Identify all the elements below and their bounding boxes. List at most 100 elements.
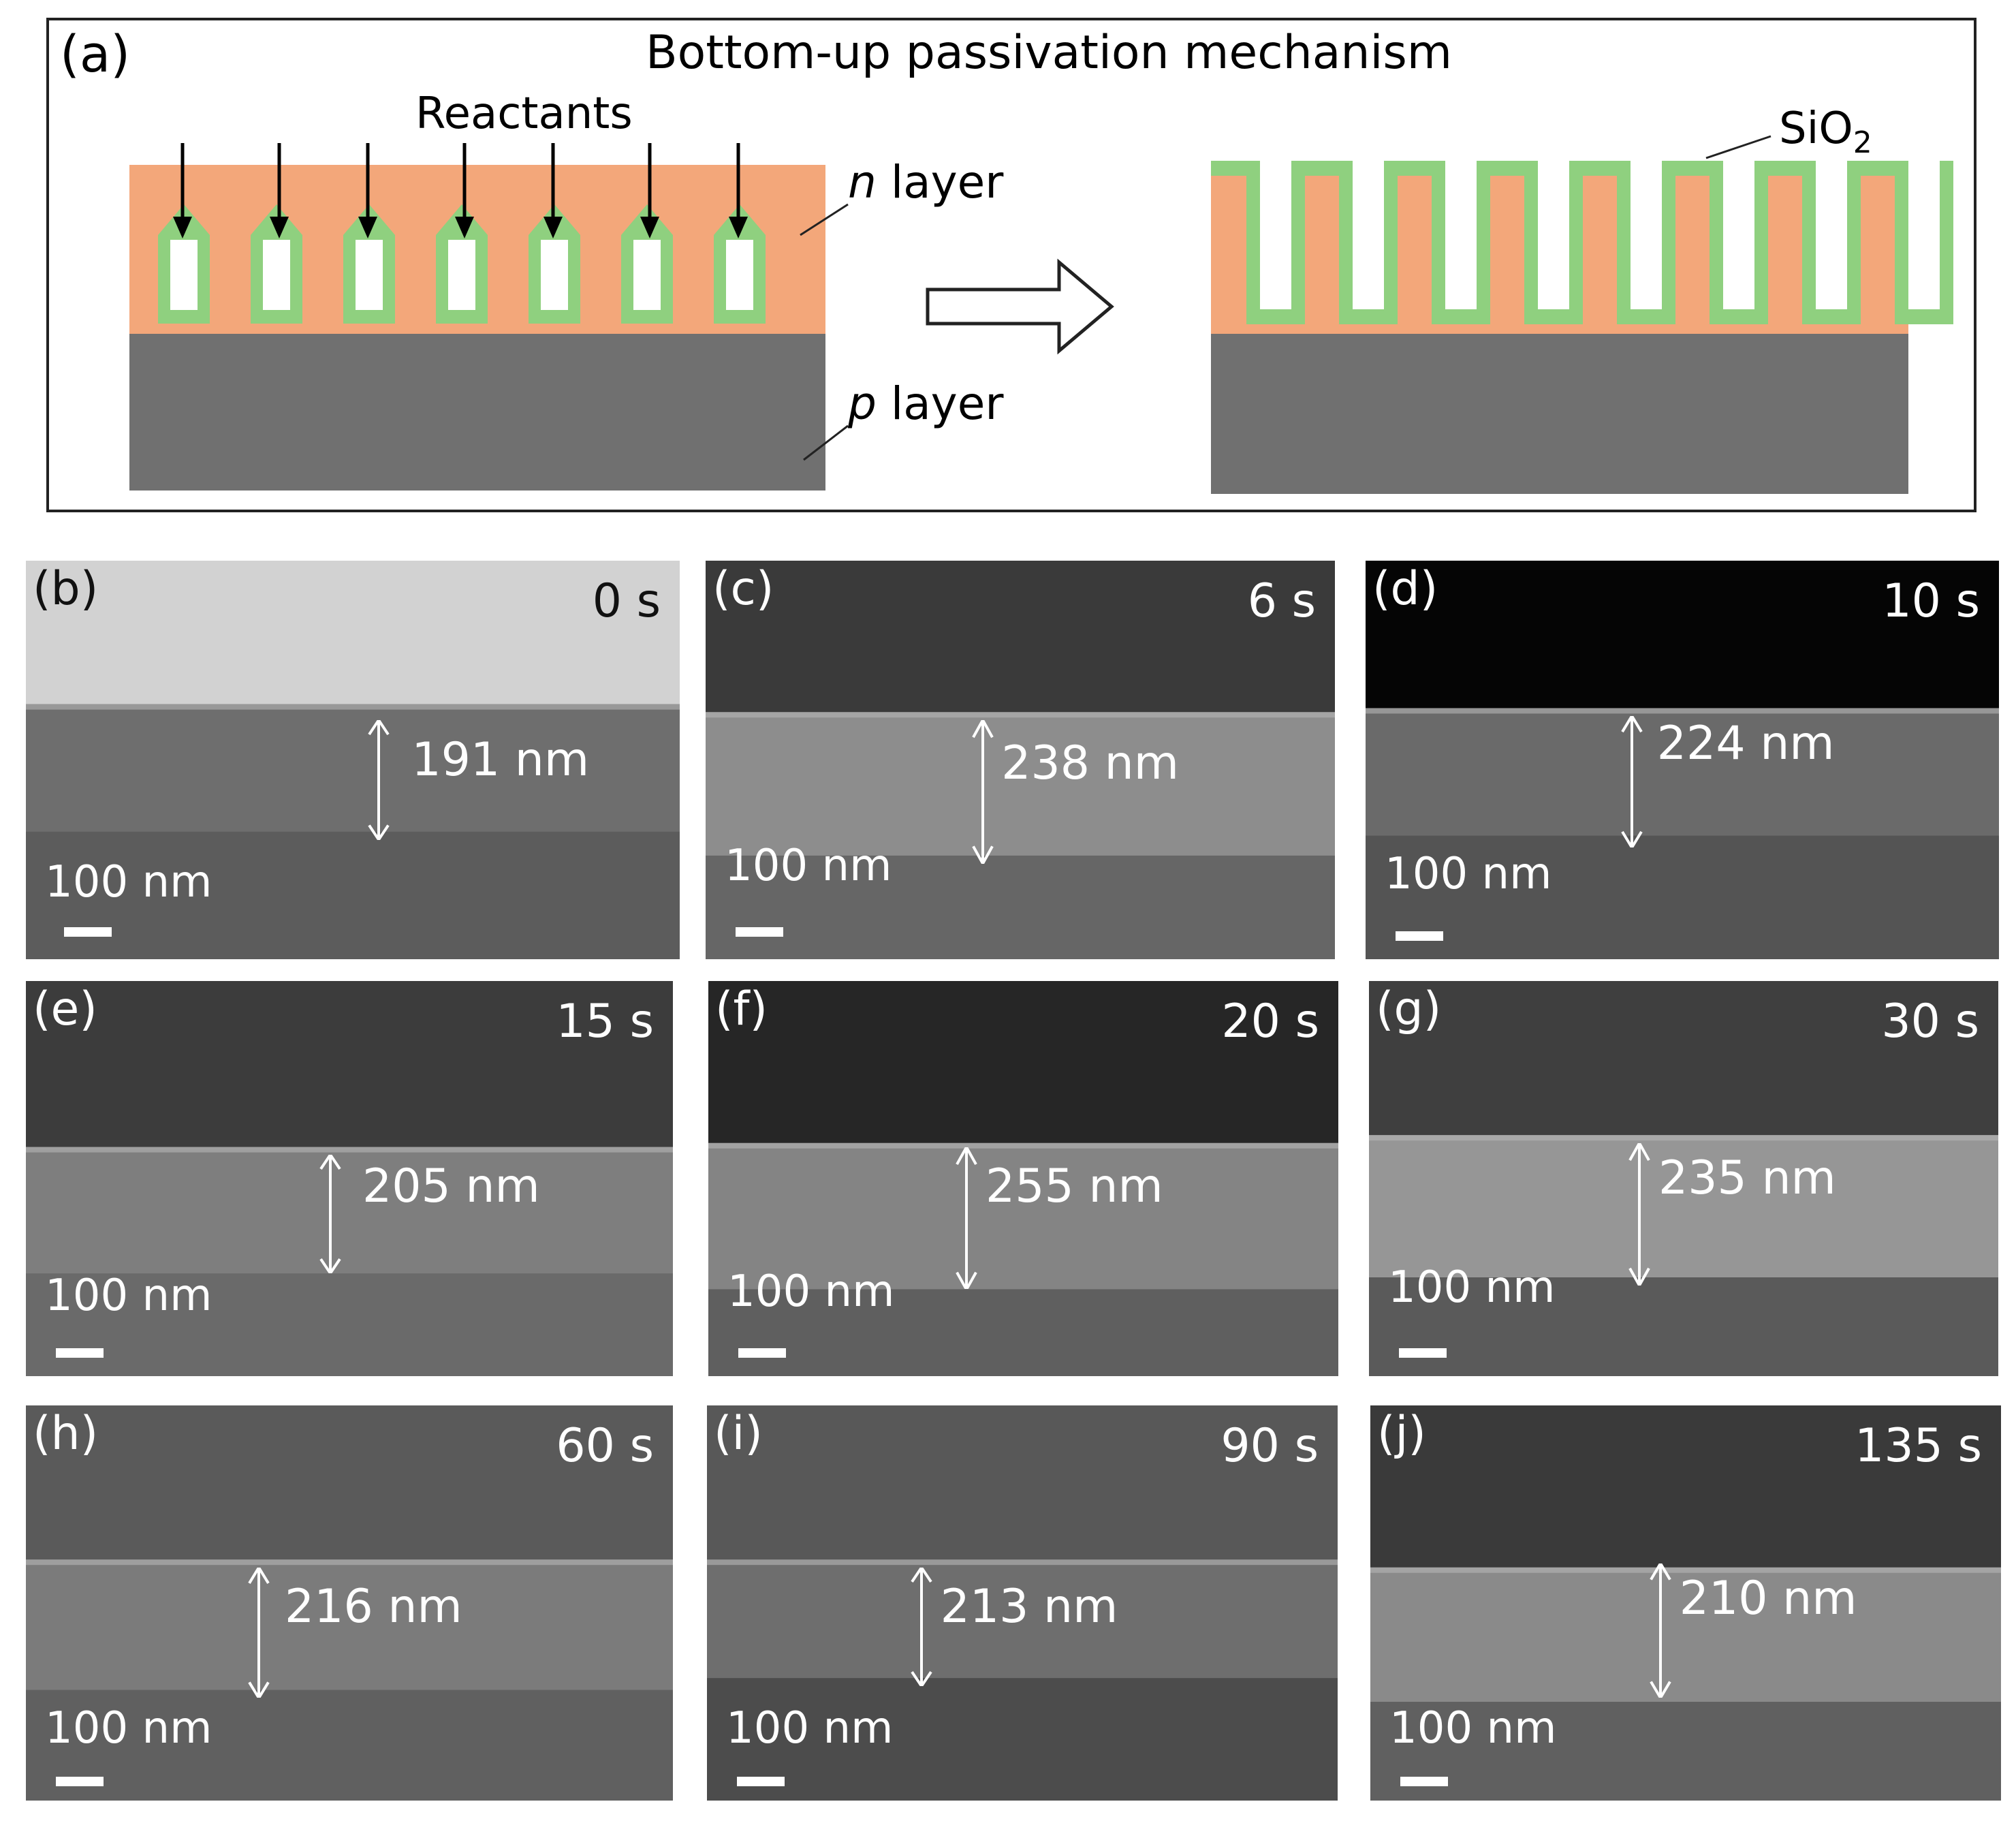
panel-label: (c) bbox=[712, 562, 774, 616]
scale-label: 100 nm bbox=[1388, 1262, 1556, 1313]
sem-image bbox=[26, 981, 673, 1376]
reactants-label: Reactants bbox=[415, 89, 633, 139]
left-structure bbox=[129, 143, 825, 491]
sem-image bbox=[706, 561, 1335, 959]
thickness-label: 210 nm bbox=[1679, 1572, 1857, 1626]
thickness-label: 213 nm bbox=[940, 1579, 1118, 1634]
reactant-arrowhead bbox=[358, 217, 377, 238]
time-label: 15 s bbox=[556, 995, 654, 1048]
pore-right bbox=[1260, 161, 1291, 309]
scale-bar bbox=[737, 1777, 785, 1787]
sem-image bbox=[707, 1405, 1338, 1801]
time-label: 20 s bbox=[1221, 995, 1319, 1048]
pore-right bbox=[1353, 161, 1384, 309]
scale-bar bbox=[736, 927, 783, 937]
sem-panel-c: (c) 6 s 238 nm 100 nm bbox=[706, 561, 1335, 959]
p-layer-leader bbox=[803, 424, 849, 461]
pore-left bbox=[633, 240, 661, 310]
pore-left bbox=[448, 240, 475, 310]
scale-label: 100 nm bbox=[725, 841, 892, 892]
thickness-arrow bbox=[317, 1155, 344, 1273]
reactant-arrowhead bbox=[544, 217, 563, 238]
panel-label: (d) bbox=[1372, 562, 1438, 616]
time-label: 10 s bbox=[1882, 574, 1980, 628]
pore-right bbox=[1631, 161, 1662, 309]
sem-image bbox=[1366, 561, 1999, 959]
sem-image bbox=[26, 561, 680, 959]
sem-image bbox=[1370, 1405, 2001, 1801]
left-pores bbox=[158, 204, 766, 324]
sem-panel-b: (b) 0 s 191 nm 100 nm bbox=[26, 561, 680, 959]
thickness-arrow bbox=[1626, 1143, 1653, 1286]
pore-right bbox=[1445, 161, 1477, 309]
p-layer-right bbox=[1211, 334, 1908, 494]
thickness-label: 216 nm bbox=[285, 1579, 462, 1634]
sio2-label: SiO2 bbox=[1779, 104, 1872, 160]
reactant-arrowhead bbox=[729, 217, 748, 238]
pore-left bbox=[170, 240, 198, 310]
panel-label: (g) bbox=[1376, 982, 1442, 1036]
thickness-arrow bbox=[365, 720, 392, 840]
right-structure bbox=[1211, 161, 1953, 494]
scale-bar bbox=[738, 1348, 786, 1358]
pore-left bbox=[541, 240, 568, 310]
panel-label: (b) bbox=[33, 562, 99, 616]
scale-label: 100 nm bbox=[45, 1271, 212, 1321]
reactant-arrows bbox=[173, 143, 748, 238]
thickness-arrow bbox=[969, 720, 996, 864]
p-layer-left bbox=[129, 334, 825, 491]
scale-label: 100 nm bbox=[45, 856, 212, 907]
thickness-arrow bbox=[953, 1147, 980, 1290]
time-label: 135 s bbox=[1855, 1419, 1982, 1473]
scale-bar bbox=[64, 927, 112, 937]
time-label: 0 s bbox=[592, 574, 661, 628]
scale-label: 100 nm bbox=[1385, 849, 1552, 900]
reactant-arrowhead bbox=[270, 217, 289, 238]
panel-label: (h) bbox=[33, 1407, 99, 1461]
pore-right bbox=[1723, 161, 1754, 309]
sem-panel-f: (f) 20 s 255 nm 100 nm bbox=[708, 981, 1338, 1376]
scale-label: 100 nm bbox=[726, 1702, 894, 1754]
scale-label: 100 nm bbox=[727, 1266, 895, 1318]
thickness-label: 255 nm bbox=[986, 1159, 1163, 1213]
thickness-label: 235 nm bbox=[1658, 1151, 1836, 1205]
sem-panel-i: (i) 90 s 213 nm 100 nm bbox=[707, 1405, 1338, 1801]
pore-left bbox=[356, 240, 383, 310]
sem-panel-e: (e) 15 s 205 nm 100 nm bbox=[26, 981, 673, 1376]
n-layer-leader bbox=[800, 203, 849, 236]
scale-bar bbox=[56, 1348, 104, 1358]
thickness-arrow bbox=[245, 1568, 272, 1698]
reactant-arrowhead bbox=[455, 217, 474, 238]
pore-right bbox=[1816, 161, 1847, 309]
pore-left bbox=[263, 240, 290, 310]
time-label: 90 s bbox=[1220, 1419, 1319, 1473]
pore-right bbox=[1538, 161, 1569, 309]
panel-label: (f) bbox=[715, 982, 768, 1036]
sem-image bbox=[26, 1405, 673, 1801]
sem-panel-g: (g) 30 s 235 nm 100 nm bbox=[1369, 981, 1998, 1376]
panel-label: (i) bbox=[714, 1407, 763, 1461]
scale-bar bbox=[56, 1777, 104, 1787]
scale-label: 100 nm bbox=[1389, 1702, 1557, 1754]
passivation-schematic: (a) Bottom-up passivation mechanism Reac… bbox=[46, 18, 1976, 512]
panel-a-title: Bottom-up passivation mechanism bbox=[646, 26, 1452, 80]
scale-bar bbox=[1396, 931, 1443, 941]
pore-right bbox=[1908, 161, 1940, 309]
reactant-arrowhead bbox=[173, 217, 192, 238]
scale-bar bbox=[1400, 1777, 1448, 1787]
p-layer-label: p layer bbox=[847, 377, 1004, 430]
time-label: 30 s bbox=[1881, 995, 1979, 1048]
scale-bar bbox=[1399, 1348, 1447, 1358]
panel-label: (e) bbox=[33, 982, 97, 1036]
transition-arrow bbox=[926, 258, 1114, 355]
thickness-label: 191 nm bbox=[411, 732, 590, 787]
sem-image bbox=[1369, 981, 1998, 1376]
sem-panel-h: (h) 60 s 216 nm 100 nm bbox=[26, 1405, 673, 1801]
n-layer-label: n layer bbox=[848, 156, 1004, 208]
thickness-arrow bbox=[908, 1568, 935, 1686]
time-label: 60 s bbox=[556, 1419, 654, 1473]
pore-left bbox=[726, 240, 753, 310]
time-label: 6 s bbox=[1247, 574, 1316, 628]
thickness-label: 205 nm bbox=[362, 1159, 540, 1213]
right-pores bbox=[1211, 161, 1953, 324]
